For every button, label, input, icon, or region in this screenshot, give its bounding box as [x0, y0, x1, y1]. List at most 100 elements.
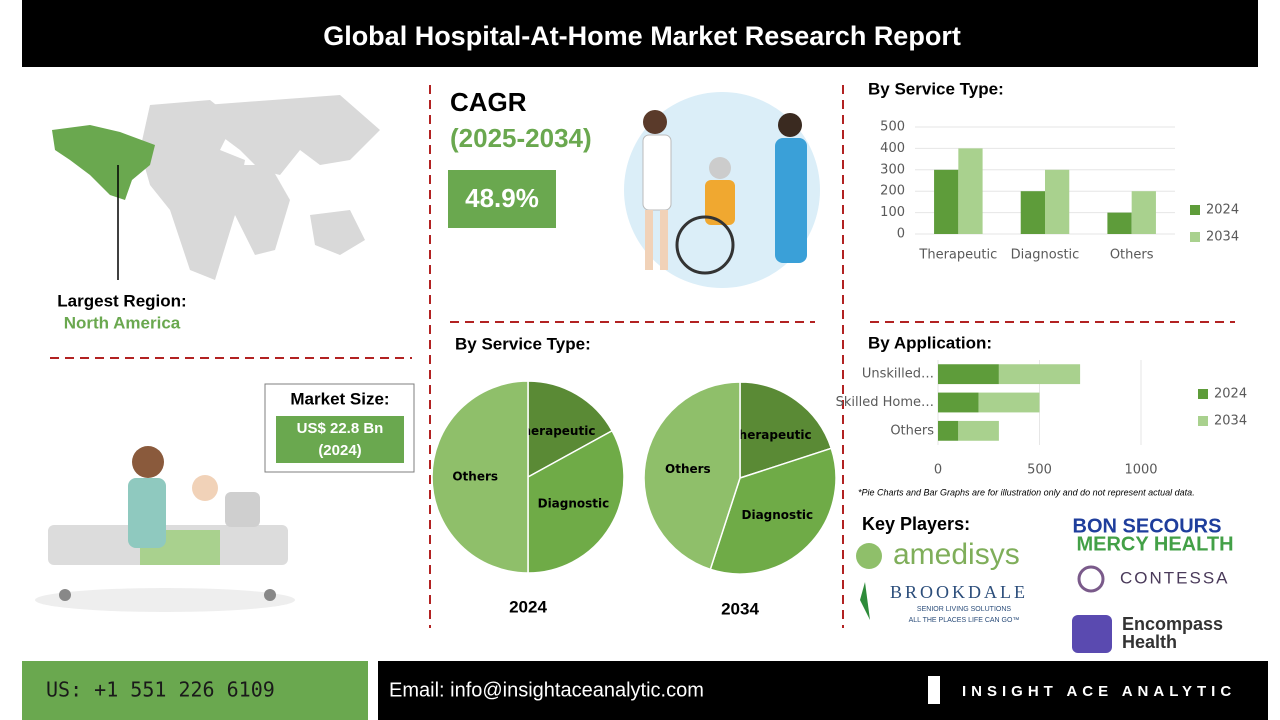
bar [958, 420, 999, 441]
chart-title: By Application: [868, 333, 992, 352]
legend-label: 2034 [1206, 230, 1239, 245]
pie-slice [643, 381, 741, 571]
pie-slice [527, 380, 614, 479]
bed-illustration [35, 446, 295, 612]
market-size-fill [276, 416, 404, 463]
slice-label: Diagnostic [742, 508, 814, 522]
legend-swatch [1190, 205, 1200, 215]
pie-slice [527, 429, 625, 574]
brookdale-icon [860, 582, 870, 620]
encompass-icon [1072, 615, 1112, 653]
cagr-box [448, 170, 556, 228]
patient-head [709, 157, 731, 179]
x-tick-label: Therapeutic [918, 248, 997, 263]
email: Email: info@insightaceanalytic.com [389, 679, 704, 701]
doctor-coat [642, 134, 672, 211]
market-size-value: US$ 22.8 Bn [297, 420, 384, 437]
y-tick-label: 100 [880, 205, 905, 220]
legend-swatch [1198, 389, 1208, 399]
header-bar [22, 0, 1258, 67]
market-size-label: Market Size: [290, 389, 389, 408]
y-tick-label: Unskilled… [862, 367, 934, 382]
x-tick-label: 1000 [1124, 463, 1157, 478]
legend-label: 2024 [1206, 203, 1239, 218]
pie-slice [431, 380, 529, 574]
leg [660, 210, 668, 270]
slice-label: Therapeutic [730, 428, 811, 442]
phone: US: +1 551 226 6109 [46, 678, 275, 702]
encompass-logo-2: Health [1122, 632, 1177, 652]
pie-slice [739, 381, 833, 480]
nurse-body [775, 138, 807, 263]
email-box [378, 661, 1268, 720]
shadow [35, 588, 295, 612]
y-tick-label: 200 [880, 184, 905, 199]
bar [1131, 191, 1156, 234]
map-north-america [52, 125, 155, 200]
pie-heading: By Service Type: [455, 334, 591, 353]
legend-swatch [1190, 232, 1200, 242]
encompass-logo: Encompass [1122, 614, 1223, 634]
leg [645, 210, 653, 270]
bar [978, 392, 1040, 413]
region-label: Largest Region: [57, 291, 186, 310]
region-value: North America [64, 313, 181, 332]
y-tick-label: 500 [880, 120, 905, 135]
amedisys-icon [856, 543, 882, 569]
key-players-title: Key Players: [862, 514, 970, 534]
wheel [675, 215, 735, 275]
map-africa [220, 165, 290, 255]
y-tick-label: 0 [897, 227, 905, 242]
legend-label: 2024 [1214, 387, 1247, 402]
amedisys-logo: amedisys [893, 538, 1020, 571]
map-south-america [140, 100, 245, 280]
nurse-head [132, 446, 164, 478]
map-eurasia [205, 95, 380, 175]
market-size-year: (2024) [318, 442, 361, 459]
pie-slice [709, 447, 837, 575]
contessa-icon [1077, 565, 1105, 593]
slice-label: Others [452, 470, 498, 484]
x-tick-label: 0 [934, 463, 942, 478]
mercy-logo: MERCY HEALTH [1076, 533, 1233, 555]
cagr-value: 48.9% [465, 183, 539, 213]
slice-label: Diagnostic [538, 496, 610, 510]
wheel [264, 589, 276, 601]
bar [938, 364, 999, 385]
bar [1107, 212, 1132, 234]
phone-box [22, 661, 368, 720]
bar [958, 148, 983, 234]
legend-label: 2034 [1214, 414, 1247, 429]
doctor-head [643, 110, 667, 134]
pie-year: 2034 [721, 599, 759, 618]
y-tick-label: Skilled Home… [836, 395, 934, 410]
brookdale-tag: ALL THE PLACES LIFE CAN GO™ [909, 617, 1020, 624]
y-tick-label: 300 [880, 162, 905, 177]
chart-title: By Service Type: [868, 79, 1004, 98]
patient-body [705, 180, 735, 225]
wheel [59, 589, 71, 601]
cagr-period: (2025-2034) [450, 123, 592, 153]
header-title: Global Hospital-At-Home Market Research … [323, 21, 961, 51]
slice-label: Others [665, 462, 711, 476]
brand: INSIGHT ACE ANALYTIC [962, 683, 1236, 700]
bon-secours-logo: BON SECOURS [1073, 515, 1222, 537]
y-tick-label: 400 [880, 141, 905, 156]
nurse-body [128, 478, 166, 548]
brookdale-sub: SENIOR LIVING SOLUTIONS [917, 606, 1011, 613]
x-tick-label: Diagnostic [1011, 248, 1080, 263]
note: *Pie Charts and Bar Graphs are for illus… [858, 487, 1195, 497]
nurse-head [778, 113, 802, 137]
legend-swatch [1198, 416, 1208, 426]
bar [1045, 169, 1070, 234]
bar [1020, 191, 1045, 234]
bar [938, 392, 979, 413]
y-tick-label: Others [890, 423, 934, 438]
pillow [225, 492, 260, 527]
cagr-label: CAGR [450, 87, 527, 117]
pie-year: 2024 [509, 597, 547, 616]
brookdale-logo: BROOKDALE [890, 582, 1028, 602]
brand-icon [928, 676, 940, 704]
